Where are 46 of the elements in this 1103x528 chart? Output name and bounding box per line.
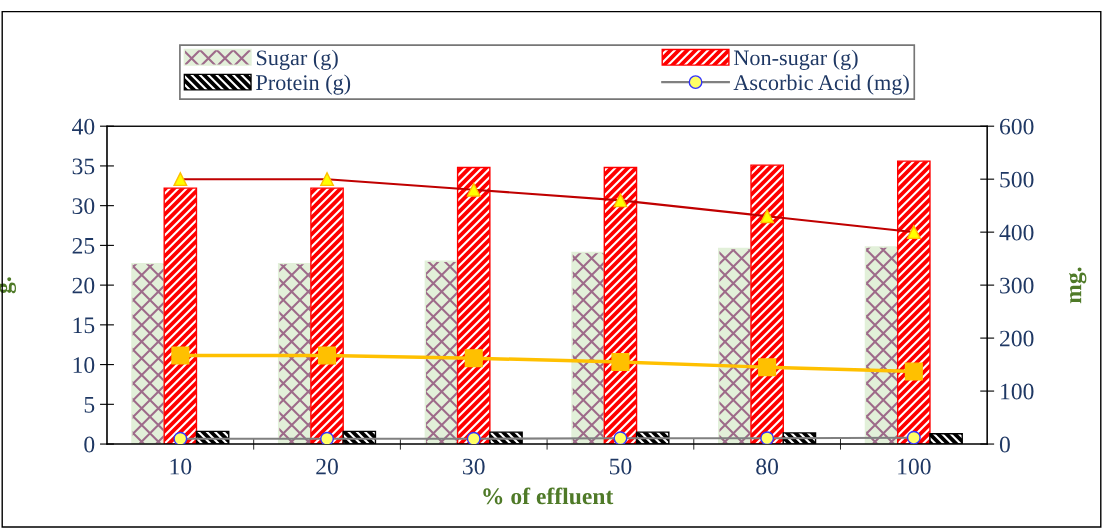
x-tick-label: 30 [463, 458, 485, 475]
bar [277, 262, 312, 445]
y-tick-label: 15 [73, 317, 95, 334]
x-tick-label: 20 [316, 458, 338, 475]
y2-tick-label: 300 [1000, 277, 1034, 294]
bar [456, 166, 491, 445]
point [464, 349, 483, 368]
y-tick-label: 35 [72, 158, 95, 175]
legend-label: Protein (g) [256, 74, 351, 95]
y-tick-label: 25 [72, 237, 95, 254]
y2-tick-label: 500 [1000, 171, 1034, 188]
legend-label: Sugar (g) [256, 49, 338, 70]
x-axis-title: % of effluent [483, 487, 614, 505]
bar [750, 164, 784, 445]
y2-axis-title: mg. [1069, 267, 1087, 304]
point [171, 346, 190, 365]
bar [864, 246, 899, 445]
y2-tick-label: 600 [1000, 118, 1034, 135]
y2-tick-label: 200 [1000, 330, 1034, 347]
bar [310, 187, 344, 445]
bar [424, 260, 459, 445]
legend-label: Ascorbic Acid (mg) [733, 74, 909, 95]
x-tick-label: 100 [898, 458, 931, 475]
bar [163, 187, 198, 445]
y2-tick-label: 0 [999, 436, 1010, 453]
legend-label: Non-sugar (g) [733, 49, 858, 70]
bar [603, 166, 638, 445]
x-tick-label: 80 [756, 458, 779, 475]
y-tick-label: 40 [72, 118, 95, 135]
point [318, 346, 337, 365]
y2-tick-label: 100 [1001, 383, 1034, 400]
x-tick-label: 50 [610, 458, 632, 475]
bar [897, 160, 931, 445]
y-tick-label: 10 [73, 357, 95, 374]
y2-tick-label: 400 [999, 224, 1034, 241]
point [758, 358, 777, 377]
y-tick-label: 5 [84, 397, 95, 413]
y-tick-label: 20 [72, 277, 95, 294]
y-tick-label: 30 [72, 198, 95, 215]
point [904, 362, 923, 381]
y-tick-label: 0 [84, 436, 95, 453]
x-tick-label: 10 [170, 458, 192, 475]
bar [571, 251, 605, 445]
point [611, 352, 630, 371]
bar [131, 262, 165, 445]
bar [718, 247, 752, 445]
